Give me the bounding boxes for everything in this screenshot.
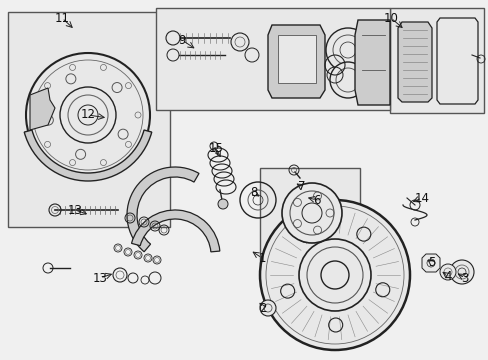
Bar — [278, 35, 315, 83]
Bar — [8, 12, 170, 227]
Wedge shape — [127, 167, 199, 252]
Text: 14: 14 — [414, 192, 428, 204]
Text: 1: 1 — [258, 252, 265, 265]
Polygon shape — [30, 88, 55, 130]
Polygon shape — [436, 18, 477, 104]
Circle shape — [439, 264, 455, 280]
Text: 8: 8 — [250, 186, 257, 199]
Polygon shape — [421, 254, 439, 272]
Circle shape — [449, 260, 473, 284]
Text: 4: 4 — [443, 270, 451, 283]
Bar — [260, 168, 359, 263]
Circle shape — [218, 199, 227, 209]
Text: 2: 2 — [259, 302, 266, 315]
Text: 15: 15 — [208, 141, 223, 154]
Circle shape — [260, 300, 275, 316]
Circle shape — [329, 62, 365, 98]
Bar — [389, 8, 483, 113]
Wedge shape — [24, 130, 151, 181]
Polygon shape — [354, 20, 389, 105]
Circle shape — [325, 28, 369, 72]
Text: 13: 13 — [92, 271, 107, 284]
Polygon shape — [267, 25, 325, 98]
Wedge shape — [131, 210, 220, 252]
Polygon shape — [397, 22, 431, 102]
Circle shape — [260, 200, 409, 350]
Text: 13: 13 — [67, 203, 82, 216]
Text: 6: 6 — [313, 194, 320, 207]
Circle shape — [167, 49, 179, 61]
Text: 7: 7 — [298, 180, 305, 194]
Text: 5: 5 — [427, 256, 435, 270]
Circle shape — [26, 53, 150, 177]
Circle shape — [165, 31, 180, 45]
Polygon shape — [156, 8, 389, 110]
Text: 10: 10 — [383, 12, 398, 24]
Text: 11: 11 — [54, 12, 69, 24]
Circle shape — [282, 183, 341, 243]
Text: 9: 9 — [178, 33, 185, 46]
Text: 12: 12 — [81, 108, 95, 122]
Text: 3: 3 — [460, 271, 468, 284]
